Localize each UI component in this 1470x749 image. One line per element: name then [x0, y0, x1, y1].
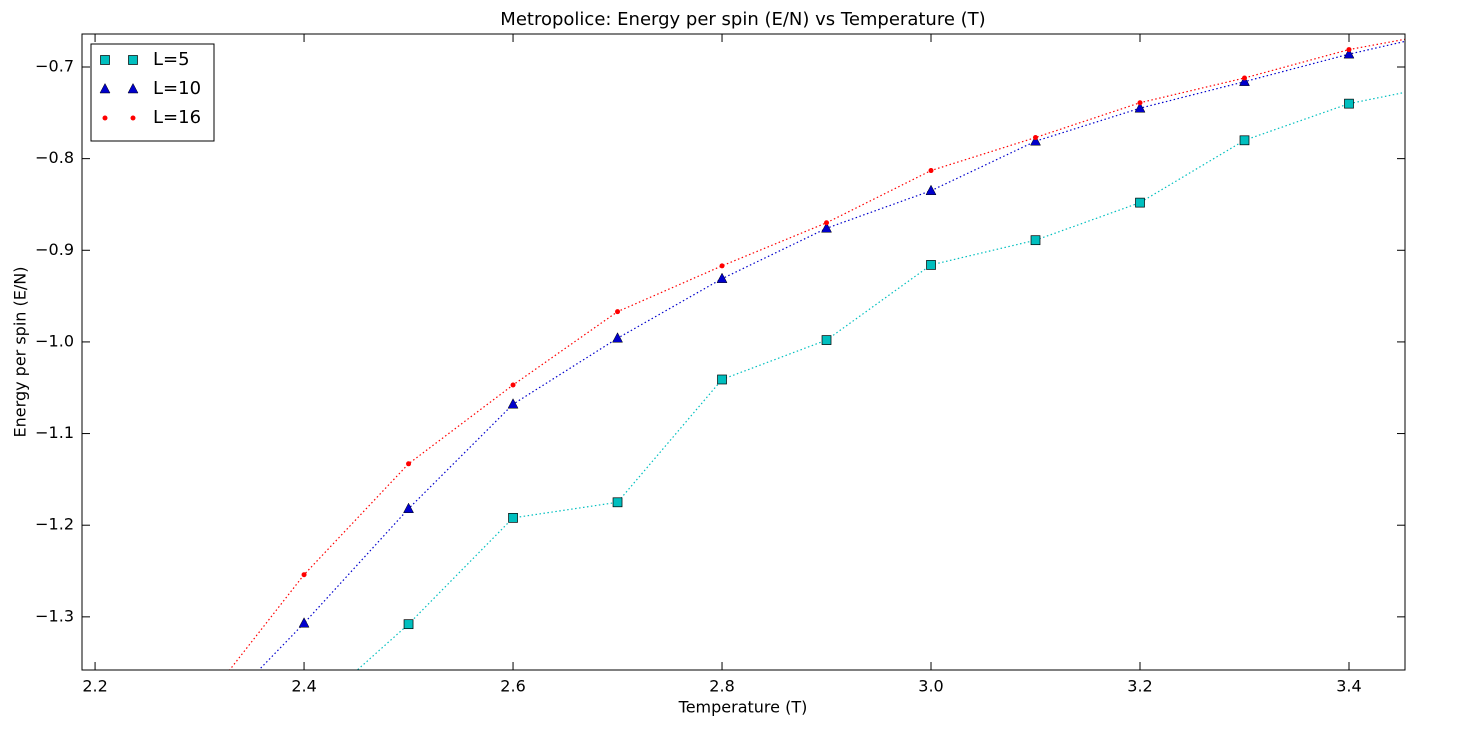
y-tick-label: −1.2	[35, 515, 74, 534]
marker	[1346, 47, 1352, 53]
legend-label: L=10	[153, 78, 201, 99]
marker	[717, 374, 727, 385]
y-tick-label: −1.0	[35, 331, 74, 350]
y-tick-label: −1.3	[35, 606, 74, 625]
marker	[1030, 235, 1041, 246]
x-axis-label: Temperature (T)	[678, 698, 808, 717]
x-tick-label: 2.8	[709, 677, 734, 696]
y-tick-label: −0.9	[35, 240, 74, 259]
marker	[298, 617, 310, 628]
y-axis-label: Energy per spin (E/N)	[11, 267, 30, 438]
marker	[1239, 75, 1250, 86]
marker	[403, 502, 414, 513]
marker	[925, 184, 937, 195]
marker	[928, 168, 934, 174]
marker	[301, 572, 307, 578]
marker	[130, 115, 136, 121]
marker	[102, 115, 108, 121]
marker	[1134, 102, 1146, 113]
y-tick-label: −0.7	[35, 56, 74, 75]
plot-area	[228, 38, 1405, 670]
marker	[1030, 135, 1041, 146]
x-tick-label: 3.2	[1127, 677, 1152, 696]
marker	[406, 461, 412, 467]
marker	[100, 55, 110, 65]
marker	[821, 335, 832, 345]
marker	[128, 55, 138, 65]
marker	[1239, 135, 1250, 146]
chart-title: Metropolice: Energy per spin (E/N) vs Te…	[500, 9, 985, 30]
legend-label: L=16	[153, 107, 201, 128]
marker	[615, 309, 621, 315]
marker	[719, 263, 725, 269]
legend-box	[90, 43, 215, 142]
plot-frame	[81, 33, 1406, 671]
marker	[1344, 98, 1354, 109]
marker	[403, 619, 414, 630]
marker	[1241, 75, 1247, 81]
legend-label: L=5	[153, 49, 190, 70]
marker	[507, 398, 519, 409]
x-tick-label: 3.0	[918, 677, 943, 696]
marker	[510, 382, 516, 388]
marker	[821, 222, 832, 233]
marker	[1137, 100, 1143, 106]
marker	[612, 332, 623, 343]
marker	[1033, 135, 1039, 141]
x-tick-label: 2.6	[500, 677, 525, 696]
y-tick-label: −0.8	[35, 148, 74, 167]
marker	[716, 272, 728, 283]
marker	[1343, 48, 1355, 59]
legend: L=5 L=10 L=16	[90, 43, 215, 142]
marker	[99, 82, 111, 94]
marker	[612, 497, 623, 508]
marker	[824, 220, 830, 226]
marker	[926, 260, 936, 270]
x-tick-label: 2.4	[291, 677, 316, 696]
marker	[127, 82, 139, 94]
x-tick-label: 2.2	[82, 677, 107, 696]
y-tick-label: −1.1	[35, 423, 74, 442]
marker	[508, 513, 518, 523]
series-line	[356, 91, 1405, 670]
x-tick-label: 3.4	[1336, 677, 1361, 696]
marker	[1135, 197, 1145, 208]
